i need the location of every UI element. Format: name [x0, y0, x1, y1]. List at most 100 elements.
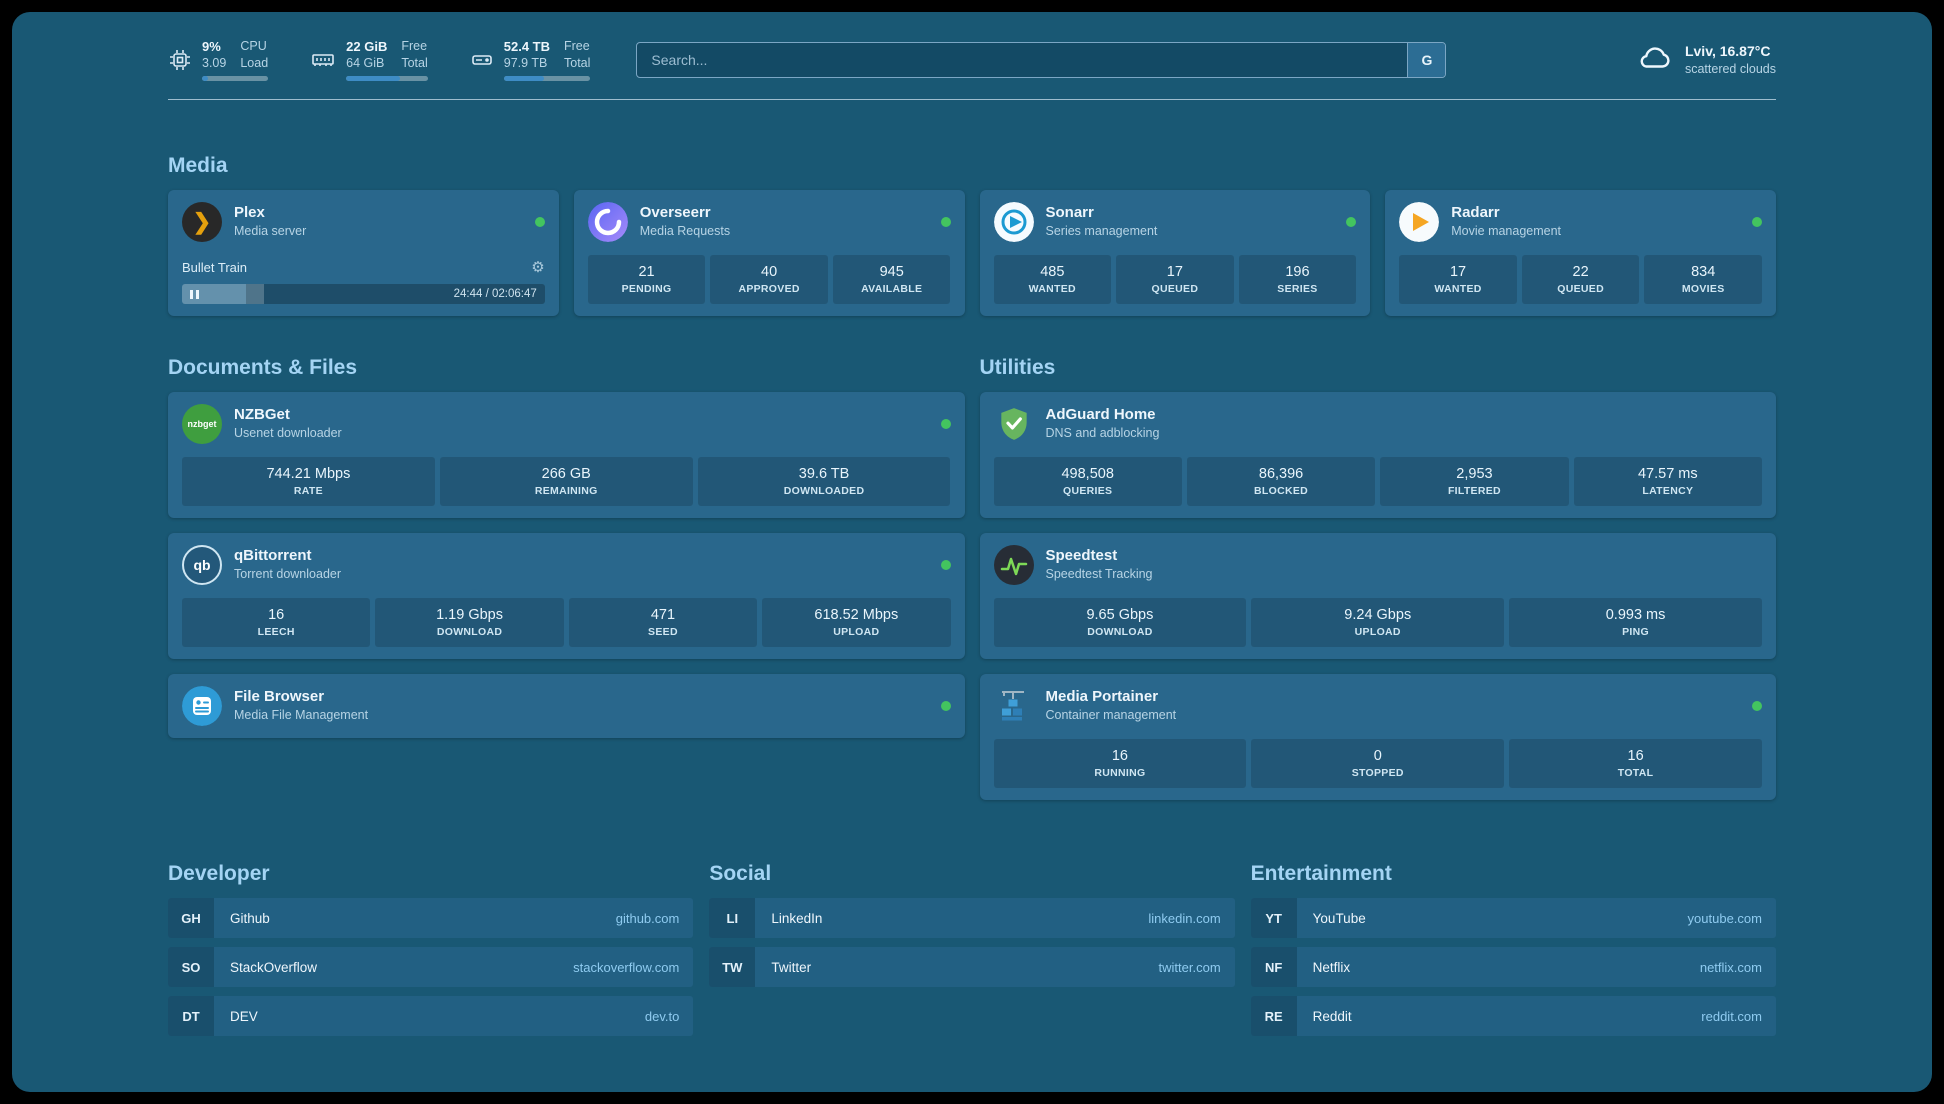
- stat-rate: 744.21 Mbps RATE: [182, 457, 435, 506]
- stat-seed: 471 SEED: [568, 598, 758, 647]
- app-subtitle: Container management: [1045, 708, 1177, 722]
- pause-button[interactable]: [182, 284, 246, 304]
- app-name: Media Portainer: [1045, 688, 1159, 705]
- speedtest-card[interactable]: Speedtest Speedtest Tracking 9.65 Gbps D…: [979, 533, 1776, 659]
- memory-total: 64 GiB: [346, 56, 385, 70]
- stat-movies: 834 MOVIES: [1644, 255, 1762, 304]
- app-subtitle: Media server: [234, 224, 307, 238]
- stat-queries: 498,508 QUERIES: [993, 457, 1182, 506]
- bookmark-abbr: GH: [168, 898, 214, 938]
- filebrowser-card[interactable]: File Browser Media File Management: [168, 674, 965, 738]
- cpu-widget: 9% 3.09 CPU Load: [168, 38, 269, 81]
- stat-download: 9.65 Gbps DOWNLOAD: [993, 598, 1247, 647]
- stat-total: 16 TOTAL: [1509, 739, 1762, 788]
- stat-leech: 16 LEECH: [182, 598, 371, 647]
- entertainment-heading: Entertainment: [1250, 862, 1392, 885]
- cpu-label-top: CPU: [240, 39, 267, 53]
- cpu-chip-icon: [168, 48, 192, 72]
- search-engine-button[interactable]: G: [1407, 42, 1446, 77]
- status-dot: [1752, 217, 1762, 227]
- radarr-icon: [1399, 202, 1440, 242]
- overseerr-icon: [587, 202, 628, 242]
- stat-blocked: 86,396 BLOCKED: [1186, 457, 1376, 506]
- stat-download: 1.19 Gbps DOWNLOAD: [375, 598, 564, 647]
- bookmarks-section: Developer GH Github github.com SO StackO…: [168, 862, 1776, 1036]
- documents-heading: Documents & Files: [168, 356, 358, 379]
- top-bar: 9% 3.09 CPU Load: [168, 38, 1776, 81]
- stat-queued: 22 QUEUED: [1521, 255, 1640, 304]
- stat-stopped: 0 STOPPED: [1251, 739, 1505, 788]
- stat-remaining: 266 GB REMAINING: [439, 457, 693, 506]
- media-section: Media ❯ Plex Media server Bullet Train ⚙: [168, 154, 1776, 316]
- weather-widget: Lviv, 16.87°C scattered clouds: [1637, 42, 1776, 78]
- documents-section: Documents & Files nzbget NZBGet Usenet d…: [168, 356, 965, 738]
- app-name: NZBGet: [234, 406, 290, 423]
- stat-ping: 0.993 ms PING: [1509, 598, 1762, 647]
- speedtest-icon: [993, 545, 1034, 585]
- app-subtitle: Usenet downloader: [234, 426, 342, 440]
- bookmark-abbr: YT: [1250, 898, 1297, 938]
- app-name: Sonarr: [1045, 204, 1094, 221]
- disk-icon: [470, 48, 494, 72]
- adguard-card[interactable]: AdGuard Home DNS and adblocking 498,508 …: [979, 392, 1776, 518]
- app-subtitle: Series management: [1045, 224, 1158, 238]
- status-dot: [940, 560, 951, 570]
- radarr-card[interactable]: Radarr Movie management 17 WANTED 22 QUE…: [1385, 190, 1776, 316]
- app-name: Radarr: [1451, 204, 1500, 221]
- memory-widget: 22 GiB 64 GiB Free Total: [310, 38, 428, 81]
- nzbget-card[interactable]: nzbget NZBGet Usenet downloader 744.21 M…: [168, 392, 965, 518]
- qbittorrent-card[interactable]: qb qBittorrent Torrent downloader 16 LEE…: [168, 533, 965, 659]
- developer-heading: Developer: [168, 862, 270, 885]
- bookmark-netflix[interactable]: NF Netflix netflix.com: [1250, 947, 1776, 987]
- search-input[interactable]: [637, 42, 1408, 77]
- search-bar: G: [636, 41, 1447, 78]
- sonarr-icon: [993, 202, 1034, 242]
- developer-bookmarks: Developer GH Github github.com SO StackO…: [168, 862, 694, 1036]
- topbar-divider: [168, 99, 1776, 100]
- memory-free: 22 GiB: [346, 39, 388, 54]
- bookmark-stackoverflow[interactable]: SO StackOverflow stackoverflow.com: [168, 947, 694, 987]
- qbittorrent-icon: qb: [182, 545, 222, 585]
- stat-latency: 47.57 ms LATENCY: [1573, 457, 1762, 506]
- filebrowser-icon: [182, 686, 222, 726]
- system-widgets: 9% 3.09 CPU Load: [168, 38, 591, 81]
- app-name: Speedtest: [1045, 547, 1118, 564]
- disk-total: 97.9 TB: [503, 56, 548, 70]
- disk-widget: 52.4 TB 97.9 TB Free Total: [470, 38, 591, 81]
- bookmark-dev[interactable]: DT DEV dev.to: [168, 996, 694, 1036]
- app-name: Plex: [234, 204, 265, 221]
- stat-available: 945 AVAILABLE: [832, 255, 951, 304]
- app-subtitle: DNS and adblocking: [1045, 426, 1160, 440]
- utilities-heading: Utilities: [979, 356, 1056, 379]
- memory-progress-bar: [346, 76, 428, 81]
- app-name: qBittorrent: [234, 547, 312, 564]
- disk-label-bottom: Total: [564, 56, 591, 70]
- bookmark-abbr: TW: [709, 947, 756, 987]
- playback-progress-bar[interactable]: 24:44 / 02:06:47: [246, 284, 545, 304]
- bookmark-youtube[interactable]: YT YouTube youtube.com: [1250, 898, 1776, 938]
- dashboard: 9% 3.09 CPU Load: [12, 12, 1932, 1092]
- stat-wanted: 17 WANTED: [1399, 255, 1517, 304]
- entertainment-bookmarks: Entertainment YT YouTube youtube.com NF …: [1250, 862, 1776, 1036]
- cpu-label-bottom: Load: [240, 56, 269, 70]
- app-name: Overseerr: [639, 204, 711, 221]
- portainer-card[interactable]: Media Portainer Container management 16 …: [979, 674, 1776, 800]
- cloud-icon: [1637, 44, 1673, 76]
- bookmark-reddit[interactable]: RE Reddit reddit.com: [1250, 996, 1776, 1036]
- adguard-shield-icon: [994, 404, 1034, 444]
- plex-icon: ❯: [182, 202, 222, 242]
- weather-location: Lviv, 16.87°C: [1684, 42, 1771, 59]
- portainer-crane-icon: [994, 686, 1034, 726]
- social-bookmarks: Social LI LinkedIn linkedin.com TW Twitt…: [709, 862, 1235, 987]
- bookmark-twitter[interactable]: TW Twitter twitter.com: [709, 947, 1235, 987]
- bookmark-linkedin[interactable]: LI LinkedIn linkedin.com: [709, 898, 1235, 938]
- settings-gear-icon[interactable]: ⚙: [531, 259, 545, 276]
- bookmark-abbr: LI: [709, 898, 756, 938]
- overseerr-card[interactable]: Overseerr Media Requests 21 PENDING 40 A…: [573, 190, 965, 316]
- bookmark-github[interactable]: GH Github github.com: [168, 898, 694, 938]
- bookmark-abbr: DT: [168, 996, 214, 1036]
- plex-card[interactable]: ❯ Plex Media server Bullet Train ⚙: [168, 190, 559, 316]
- sonarr-card[interactable]: Sonarr Series management 485 WANTED 17 Q…: [979, 190, 1371, 316]
- app-name: AdGuard Home: [1045, 406, 1156, 423]
- stat-filtered: 2,953 FILTERED: [1380, 457, 1569, 506]
